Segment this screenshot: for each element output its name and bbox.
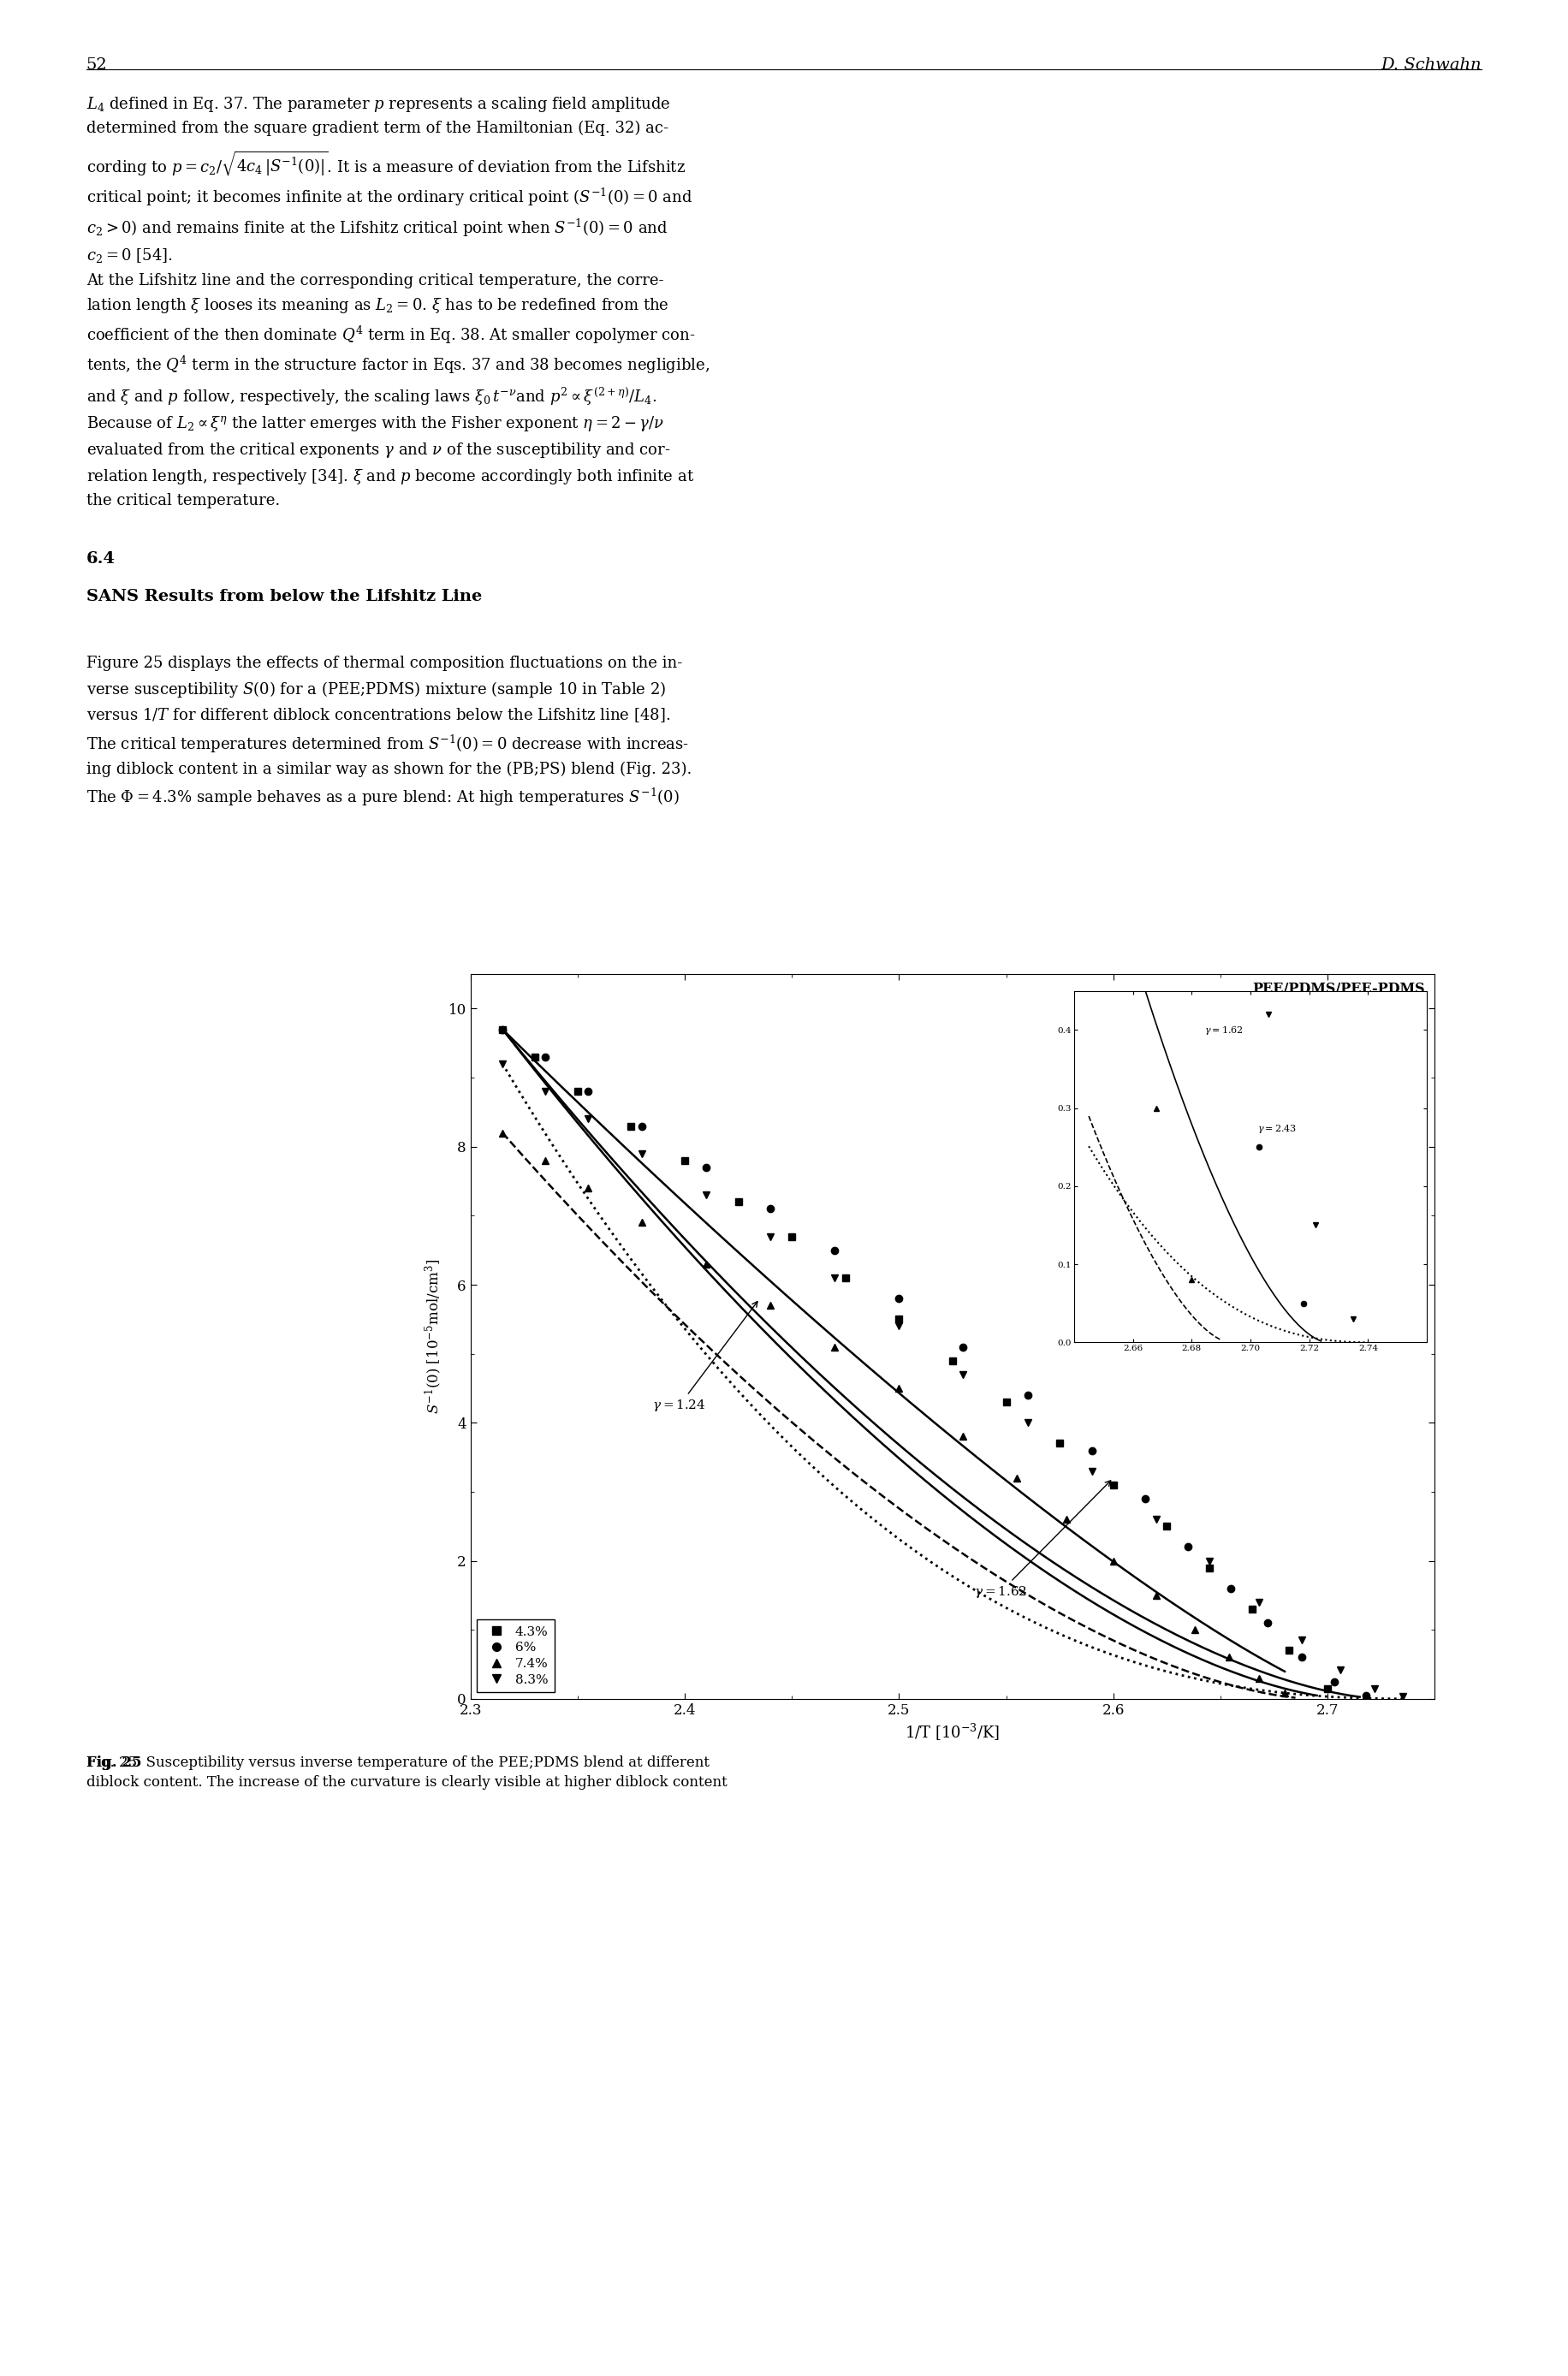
Text: PEE/PDMS/PEE-PDMS: PEE/PDMS/PEE-PDMS bbox=[1253, 981, 1425, 996]
Text: 6.4: 6.4 bbox=[86, 551, 116, 565]
Text: $\gamma=1.62$: $\gamma=1.62$ bbox=[1204, 1024, 1243, 1036]
Text: 52: 52 bbox=[86, 57, 108, 71]
X-axis label: 1/T [10$^{-3}$/K]: 1/T [10$^{-3}$/K] bbox=[905, 1723, 1000, 1744]
Legend: 4.3%, 6%, 7.4%, 8.3%: 4.3%, 6%, 7.4%, 8.3% bbox=[477, 1620, 555, 1692]
Text: D. Schwahn: D. Schwahn bbox=[1381, 57, 1482, 71]
Text: At the Lifshitz line and the corresponding critical temperature, the corre-
lati: At the Lifshitz line and the correspondi… bbox=[86, 273, 709, 508]
Text: Fig. 25: Fig. 25 bbox=[86, 1756, 141, 1770]
Text: $\gamma=1.62$: $\gamma=1.62$ bbox=[974, 1480, 1110, 1599]
Text: $\gamma=1.24$: $\gamma=1.24$ bbox=[652, 1302, 757, 1414]
Y-axis label: $S^{-1}$(0) [10$^{-5}$mol/cm$^3$]: $S^{-1}$(0) [10$^{-5}$mol/cm$^3$] bbox=[423, 1259, 444, 1414]
Text: SANS Results from below the Lifshitz Line: SANS Results from below the Lifshitz Lin… bbox=[86, 589, 481, 604]
Text: $\gamma=2.43$: $\gamma=2.43$ bbox=[1258, 1124, 1297, 1136]
Text: $L_4$ defined in Eq. 37. The parameter $p$ represents a scaling field amplitude
: $L_4$ defined in Eq. 37. The parameter $… bbox=[86, 95, 693, 264]
Text: Fig. 25  Susceptibility versus inverse temperature of the PEE;PDMS blend at diff: Fig. 25 Susceptibility versus inverse te… bbox=[86, 1756, 728, 1789]
Text: Figure 25 displays the effects of thermal composition fluctuations on the in-
ve: Figure 25 displays the effects of therma… bbox=[86, 656, 691, 808]
